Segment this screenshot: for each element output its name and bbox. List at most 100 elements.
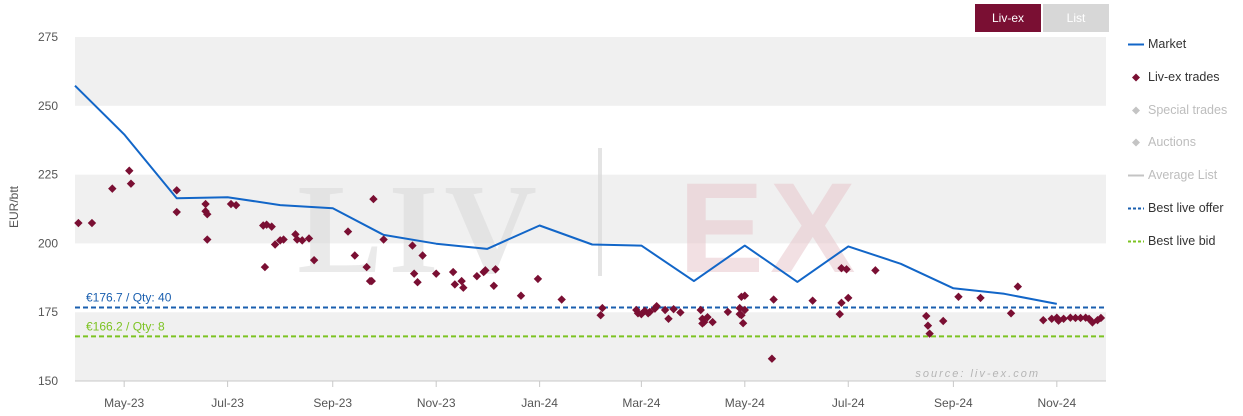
x-tick-label: Jul-23	[211, 396, 244, 410]
trade-point[interactable]	[735, 303, 744, 313]
trade-point[interactable]	[1013, 282, 1023, 291]
legend-symbol-diamond	[1132, 138, 1140, 147]
trade-point[interactable]	[669, 304, 678, 314]
trade-point[interactable]	[664, 314, 673, 324]
trade-point[interactable]	[231, 200, 241, 210]
trade-point[interactable]	[703, 312, 712, 322]
trade-point[interactable]	[696, 305, 705, 315]
trade-point[interactable]	[557, 295, 566, 304]
legend-item-market[interactable]: Market	[1124, 34, 1243, 54]
trade-point[interactable]	[939, 316, 948, 326]
trade-point[interactable]	[1006, 309, 1016, 318]
trade-point[interactable]	[87, 218, 97, 228]
trade-point[interactable]	[172, 207, 181, 217]
trade-point[interactable]	[708, 317, 717, 327]
trade-point[interactable]	[350, 251, 359, 260]
trade-point[interactable]	[844, 293, 853, 303]
trade-point[interactable]	[201, 199, 210, 209]
trade-point[interactable]	[379, 235, 388, 244]
trade-point[interactable]	[837, 263, 846, 273]
trade-point[interactable]	[491, 265, 500, 274]
trade-point[interactable]	[279, 235, 288, 244]
toggle-list[interactable]: List	[1043, 4, 1109, 32]
trade-point[interactable]	[343, 227, 353, 236]
trade-point[interactable]	[1096, 313, 1106, 323]
trade-point[interactable]	[431, 269, 441, 278]
trade-point[interactable]	[925, 329, 934, 338]
trade-point[interactable]	[203, 235, 212, 244]
trade-point[interactable]	[267, 222, 276, 231]
trade-point[interactable]	[489, 281, 499, 290]
trade-point[interactable]	[1071, 313, 1080, 323]
trade-point[interactable]	[108, 184, 117, 193]
trade-point[interactable]	[1047, 314, 1056, 324]
trade-point[interactable]	[472, 271, 482, 281]
trade-point[interactable]	[954, 292, 963, 301]
trade-point[interactable]	[923, 321, 933, 330]
trade-point[interactable]	[871, 266, 880, 275]
trade-point[interactable]	[304, 234, 314, 243]
trade-point[interactable]	[738, 319, 748, 328]
toggle-liv-ex[interactable]: Liv-ex	[975, 4, 1041, 32]
trade-point[interactable]	[835, 309, 844, 319]
trade-point[interactable]	[1076, 313, 1085, 323]
trade-point[interactable]	[842, 265, 851, 274]
trade-point[interactable]	[409, 269, 419, 278]
trade-point[interactable]	[172, 186, 181, 195]
trade-point[interactable]	[450, 280, 460, 289]
trade-point[interactable]	[1059, 314, 1068, 324]
trade-point[interactable]	[676, 308, 685, 317]
legend-item-best-live-offer[interactable]: Best live offer	[1124, 198, 1243, 218]
trade-point[interactable]	[309, 255, 319, 265]
trade-point[interactable]	[516, 291, 526, 300]
trade-point[interactable]	[203, 210, 212, 219]
trade-point[interactable]	[448, 267, 458, 277]
legend-item-auctions[interactable]: Auctions	[1124, 132, 1243, 152]
trade-point[interactable]	[767, 354, 777, 363]
y-tick-label: 275	[38, 30, 58, 44]
trade-point[interactable]	[260, 262, 270, 272]
trade-point[interactable]	[298, 236, 307, 245]
legend-item-best-live-bid[interactable]: Best live bid	[1124, 231, 1243, 251]
trade-point[interactable]	[457, 276, 466, 286]
trade-point[interactable]	[699, 317, 709, 327]
x-tick-label: Sep-23	[313, 396, 352, 410]
trade-point[interactable]	[598, 303, 607, 313]
trade-point[interactable]	[126, 179, 136, 188]
legend-item-average-list[interactable]: Average List	[1124, 165, 1243, 185]
trade-point[interactable]	[596, 311, 605, 320]
trade-point[interactable]	[369, 194, 378, 204]
trade-point[interactable]	[533, 274, 543, 284]
trade-point[interactable]	[723, 307, 733, 317]
trade-point[interactable]	[125, 166, 134, 175]
trade-point[interactable]	[808, 296, 817, 305]
trade-point[interactable]	[418, 251, 427, 260]
trade-point[interactable]	[737, 311, 746, 320]
trade-point[interactable]	[481, 266, 490, 275]
trade-point[interactable]	[367, 276, 376, 286]
trade-point[interactable]	[408, 241, 417, 250]
trade-point[interactable]	[413, 278, 422, 287]
legend-item-special-trades[interactable]: Special trades	[1124, 100, 1243, 120]
trade-point[interactable]	[275, 236, 285, 245]
trade-point[interactable]	[922, 311, 931, 321]
trade-point[interactable]	[1093, 315, 1102, 325]
trade-point[interactable]	[1084, 314, 1094, 324]
trade-point[interactable]	[74, 218, 83, 228]
trade-point[interactable]	[740, 305, 750, 315]
legend-symbol-diamond	[1132, 106, 1140, 115]
trade-point[interactable]	[660, 305, 670, 315]
trade-point[interactable]	[1066, 313, 1075, 322]
legend-item-liv-ex-trades[interactable]: Liv-ex trades	[1124, 67, 1243, 87]
trade-point[interactable]	[837, 298, 846, 308]
trade-point[interactable]	[769, 295, 778, 304]
trade-point[interactable]	[1039, 315, 1048, 325]
trade-point[interactable]	[292, 235, 302, 244]
trade-point[interactable]	[652, 301, 661, 311]
trade-point[interactable]	[459, 283, 468, 292]
trade-point[interactable]	[976, 293, 985, 303]
trade-point[interactable]	[362, 262, 371, 272]
trade-point[interactable]	[1052, 313, 1062, 322]
trade-point[interactable]	[270, 240, 280, 249]
trade-point[interactable]	[740, 291, 750, 300]
